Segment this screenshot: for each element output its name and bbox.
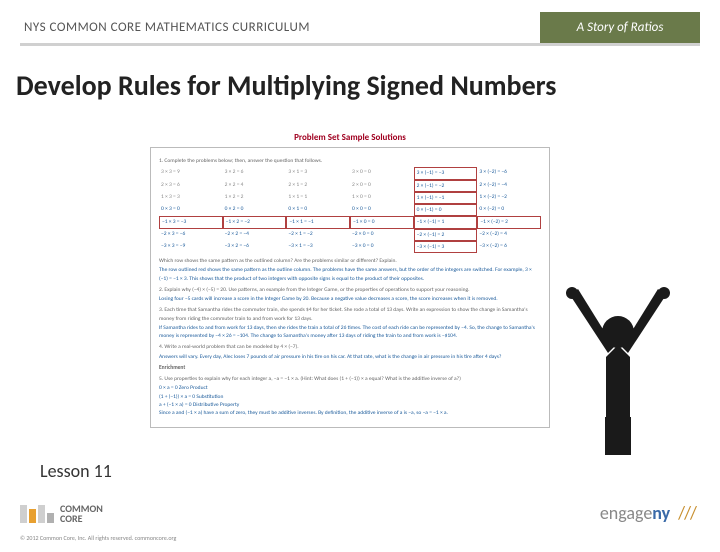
q1b: Which row shows the same pattern as the … xyxy=(159,257,541,265)
engageny-logo: engageny/// xyxy=(600,502,696,524)
q3: 3. Each time that Samantha rides the com… xyxy=(159,306,541,323)
copyright-text: © 2012 Common Core, Inc. All rights rese… xyxy=(20,534,176,542)
header-story: A Story of Ratios xyxy=(540,12,700,43)
slide-title: Develop Rules for Multiplying Signed Num… xyxy=(16,68,720,103)
strokes-icon: /// xyxy=(678,502,696,524)
worksheet-body: 1. Complete the problems below; then, an… xyxy=(150,147,550,428)
a2: Losing four −5 cards will increase a sco… xyxy=(159,295,541,303)
lesson-label: Lesson 11 xyxy=(40,460,112,482)
victory-person-icon xyxy=(558,287,678,457)
a4: Answers will vary. Every day, Alec loses… xyxy=(159,353,541,361)
a5a: 0 × a = 0 Zero Product xyxy=(159,384,541,392)
logo-text: COMMON CORE xyxy=(60,504,103,524)
enrichment: Enrichment xyxy=(159,364,541,372)
logo-bars-icon xyxy=(20,505,54,523)
multiplication-grid: 3 × 3 = 93 × 2 = 63 × 1 = 33 × 0 = 03 × … xyxy=(159,167,541,253)
q5: 5. Use properties to explain why for eac… xyxy=(159,375,541,383)
q1: 1. Complete the problems below; then, an… xyxy=(159,157,541,165)
a5d: Since a and (−1 × a) have a sum of zero,… xyxy=(159,409,541,417)
q4: 4. Write a real-world problem that can b… xyxy=(159,343,541,351)
a5b: (1 + (−1)) × a = 0 Substitution xyxy=(159,393,541,401)
a3a: If Samantha rides to and from work for 1… xyxy=(159,324,541,341)
a5c: a + (−1 × a) = 0 Distributive Property xyxy=(159,401,541,409)
a1b: The row outlined red shows the same patt… xyxy=(159,266,541,283)
worksheet-image: Problem Set Sample Solutions 1. Complete… xyxy=(150,132,550,428)
header-bar: NYS COMMON CORE MATHEMATICS CURRICULUM A… xyxy=(20,12,700,46)
common-core-logo: COMMON CORE xyxy=(20,504,103,524)
header-curriculum: NYS COMMON CORE MATHEMATICS CURRICULUM xyxy=(20,12,540,43)
worksheet-subtitle: Problem Set Sample Solutions xyxy=(150,132,550,143)
q2: 2. Explain why (−4) × (−5) = 20. Use pat… xyxy=(159,286,541,294)
